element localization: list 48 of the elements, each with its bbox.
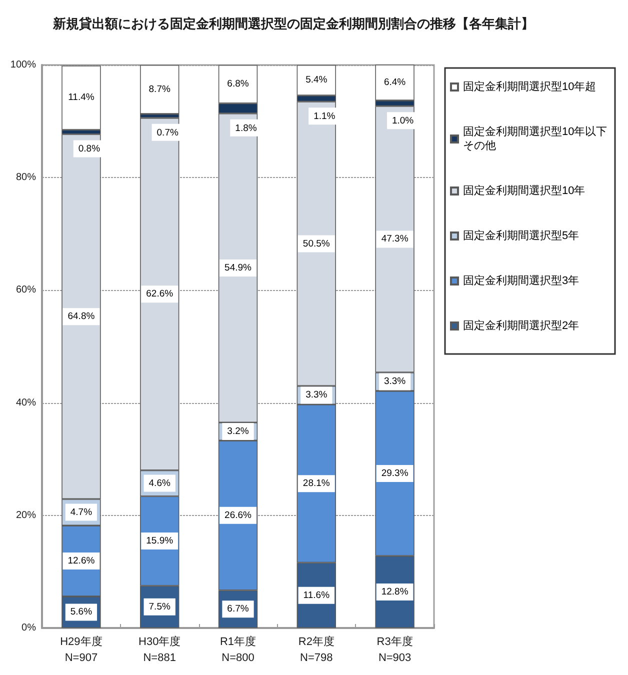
data-label: 12.8% xyxy=(381,586,409,598)
y-tick-label: 100% xyxy=(10,60,36,70)
data-label: 6.8% xyxy=(227,78,250,90)
data-label: 5.6% xyxy=(70,606,93,618)
data-label: 6.7% xyxy=(227,604,250,615)
data-label: 54.9% xyxy=(224,262,252,274)
data-label: 5.4% xyxy=(306,74,328,86)
data-label: 3.3% xyxy=(384,376,406,388)
data-label: 3.3% xyxy=(306,390,328,401)
legend-label: 固定金利期間選択型2年 xyxy=(463,319,580,332)
data-label: 4.7% xyxy=(70,506,93,518)
data-label: 64.8% xyxy=(68,311,96,322)
data-label: 26.6% xyxy=(224,510,252,521)
legend-label: 固定金利期間選択型10年以下その他 xyxy=(463,125,608,152)
data-label: 29.3% xyxy=(381,468,409,479)
x-tick-label: H30年度 N=881 xyxy=(138,635,181,664)
legend-label: 固定金利期間選択型10年 xyxy=(463,184,586,197)
data-label: 1.1% xyxy=(314,111,336,122)
y-tick-label: 40% xyxy=(16,397,36,408)
y-tick-label: 60% xyxy=(16,284,36,296)
x-tick-label: R3年度 N=903 xyxy=(376,635,413,664)
y-tick-label: 0% xyxy=(22,622,36,634)
data-label: 6.4% xyxy=(384,77,406,88)
data-label: 47.3% xyxy=(381,234,409,245)
data-label: 1.0% xyxy=(392,116,414,127)
data-label: 15.9% xyxy=(146,536,174,547)
data-label: 7.5% xyxy=(148,601,171,612)
data-label: 4.6% xyxy=(148,478,171,489)
x-tick-label: H29年度 N=907 xyxy=(60,635,102,664)
data-label: 8.7% xyxy=(148,84,171,95)
data-label: 11.4% xyxy=(68,92,95,104)
data-label: 28.1% xyxy=(302,478,330,490)
data-label: 62.6% xyxy=(146,288,174,300)
x-tick-label: R2年度 N=798 xyxy=(298,635,334,664)
data-label: 3.2% xyxy=(227,426,250,438)
y-tick-label: 20% xyxy=(16,510,36,521)
legend-label: 固定金利期間選択型5年 xyxy=(463,229,580,242)
data-label: 50.5% xyxy=(302,238,330,250)
data-label: 0.8% xyxy=(78,144,101,155)
data-label: 0.7% xyxy=(156,127,179,138)
data-label: 11.6% xyxy=(303,590,330,601)
data-label: 1.8% xyxy=(235,122,258,134)
data-label: 12.6% xyxy=(68,556,96,567)
x-tick-label: R1年度 N=800 xyxy=(220,635,256,664)
legend-label: 固定金利期間選択型10年超 xyxy=(463,80,596,93)
legend-label: 固定金利期間選択型3年 xyxy=(463,274,580,287)
chart-title: 新規貸出額における固定金利期間選択型の固定金利期間別割合の推移【各年集計】 xyxy=(52,16,534,31)
y-tick-label: 80% xyxy=(16,172,36,184)
